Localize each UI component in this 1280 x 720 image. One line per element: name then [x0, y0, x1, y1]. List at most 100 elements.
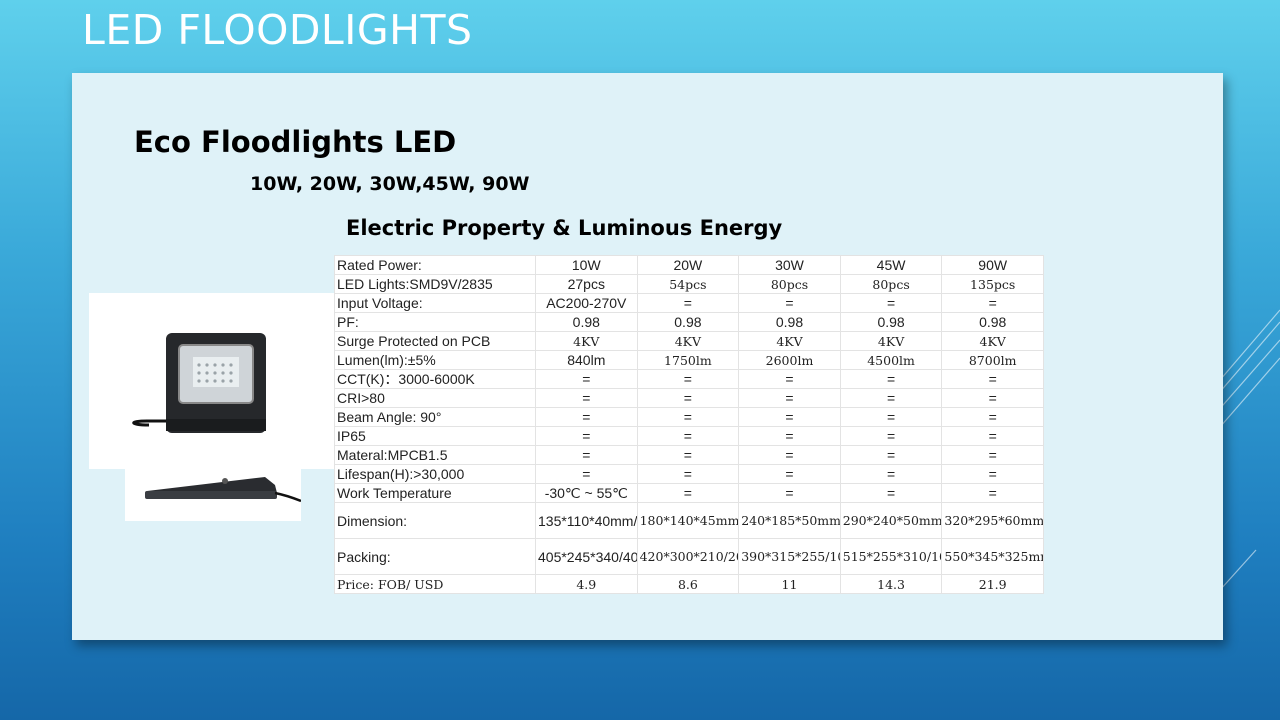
table-row: Packing:405*245*340/40pcs420*300*210/20p… [334, 538, 1044, 575]
table-cell: = [941, 445, 1044, 465]
table-row: Input Voltage: AC200-270V = = = = [334, 293, 1044, 313]
table-cell: 20W [636, 255, 740, 275]
row-label: Packing: [334, 538, 536, 575]
table-cell: = [535, 407, 638, 427]
table-cell: = [839, 483, 943, 503]
table-cell: 45W [839, 255, 943, 275]
table-cell: 0.98 [636, 312, 740, 332]
table-cell: 11 [738, 574, 841, 594]
table-cell: 4KV [839, 331, 943, 351]
table-row: IP65 = = = = = [334, 426, 1044, 446]
content-card: Eco Floodlights LED 10W, 20W, 30W,45W, 9… [72, 73, 1223, 640]
table-cell: 80pcs [738, 274, 841, 294]
table-cell: = [636, 369, 740, 389]
table-cell: = [738, 445, 841, 465]
table-cell: 240*185*50mm/0.95kg [738, 502, 841, 539]
table-cell: AC200-270V [535, 293, 638, 313]
row-label: Rated Power: [334, 255, 536, 275]
specs-table: Rated Power: 10W 20W 30W 45W 90W LED Lights:SM… [334, 255, 1044, 594]
table-cell: 27pcs [535, 274, 638, 294]
table-cell: 54pcs [636, 274, 740, 294]
table-cell: 4KV [941, 331, 1044, 351]
slide-title: LED FLOODLIGHTS [82, 6, 473, 54]
row-label: Surge Protected on PCB [334, 331, 536, 351]
table-row: Rated Power: 10W 20W 30W 45W 90W [334, 255, 1044, 275]
table-cell: = [535, 464, 638, 484]
table-cell: 14.3 [839, 574, 943, 594]
table-cell: 8700lm [941, 350, 1044, 370]
table-row: Surge Protected on PCB 4KV 4KV 4KV 4KV 4KV [334, 331, 1044, 351]
table-cell: = [636, 426, 740, 446]
floodlight-front-photo [89, 293, 337, 469]
table-cell: = [839, 426, 943, 446]
table-row: Beam Angle: 90° = = = = = [334, 407, 1044, 427]
row-label: Lifespan(H):>30,000 [334, 464, 536, 484]
table-row: CCT(K)：3000-6000K = = = = = [334, 369, 1044, 389]
table-row: Price: FOB/ USD 4.9 8.6 11 14.3 21.9 [334, 574, 1044, 594]
table-cell: 8.6 [636, 574, 740, 594]
table-cell: = [839, 388, 943, 408]
table-cell: 550*345*325mm/8pcs [941, 538, 1044, 575]
table-cell: = [636, 445, 740, 465]
row-label: Lumen(lm):±5% [334, 350, 536, 370]
table-cell: = [839, 293, 943, 313]
table-row: Dimension:135*110*40mm/0.37kg180*140*45m… [334, 502, 1044, 539]
table-cell: 515*255*310/10pcs [839, 538, 943, 575]
table-cell: 0.98 [738, 312, 841, 332]
table-row: Work Temperature -30℃ ~ 55℃ = = = = [334, 483, 1044, 503]
floodlight-side-photo [125, 469, 302, 521]
row-label: Materal:MPCB1.5 [334, 445, 536, 465]
table-cell: = [738, 388, 841, 408]
product-name: Eco Floodlights LED [134, 125, 457, 159]
table-cell: = [839, 445, 943, 465]
table-cell: = [535, 369, 638, 389]
row-label: LED Lights:SMD9V/2835 [334, 274, 536, 294]
table-cell: 4KV [636, 331, 740, 351]
section-heading: Electric Property & Luminous Energy [346, 216, 783, 240]
row-label: IP65 [334, 426, 536, 446]
table-cell: 320*295*60mm/2.3kgs [941, 502, 1044, 539]
table-cell: 1750lm [636, 350, 740, 370]
table-cell: = [738, 407, 841, 427]
table-cell: 840lm [535, 350, 638, 370]
table-row: Lifespan(H):>30,000 = = = = = [334, 464, 1044, 484]
table-cell: 0.98 [839, 312, 943, 332]
table-cell: = [941, 293, 1044, 313]
table-cell: 2600lm [738, 350, 841, 370]
table-row: CRI>80 = = = = = [334, 388, 1044, 408]
table-row: PF: 0.98 0.98 0.98 0.98 0.98 [334, 312, 1044, 332]
table-cell: 135*110*40mm/0.37kg [535, 502, 638, 539]
table-cell: = [636, 407, 740, 427]
table-cell: 21.9 [941, 574, 1044, 594]
table-cell: = [839, 407, 943, 427]
table-cell: = [535, 445, 638, 465]
row-label: Dimension: [334, 502, 536, 539]
table-cell: 4KV [738, 331, 841, 351]
row-label: CRI>80 [334, 388, 536, 408]
table-cell: 290*240*50mm/1.3kgs [839, 502, 943, 539]
row-label: Price: FOB/ USD [334, 574, 536, 594]
table-row: Materal:MPCB1.5 = = = = = [334, 445, 1044, 465]
table-cell: 0.98 [941, 312, 1044, 332]
table-cell: 10W [535, 255, 638, 275]
table-cell: 4KV [535, 331, 638, 351]
table-cell: = [535, 388, 638, 408]
row-label: Work Temperature [334, 483, 536, 503]
table-cell: 4500lm [839, 350, 943, 370]
table-cell: 4.9 [535, 574, 638, 594]
table-row: LED Lights:SMD9V/2835 27pcs 54pcs 80pcs 80pc… [334, 274, 1044, 294]
table-cell: = [535, 426, 638, 446]
table-cell: 390*315*255/10pcs [738, 538, 841, 575]
table-cell: = [839, 369, 943, 389]
table-row: Lumen(lm):±5% 840lm 1750lm 2600lm 4500lm 8700… [334, 350, 1044, 370]
table-cell: = [636, 464, 740, 484]
table-cell: = [941, 407, 1044, 427]
table-cell: -30℃ ~ 55℃ [535, 483, 638, 503]
table-cell: = [636, 293, 740, 313]
table-cell: = [941, 388, 1044, 408]
table-cell: 405*245*340/40pcs [535, 538, 638, 575]
table-cell: = [738, 369, 841, 389]
table-cell: 135pcs [941, 274, 1044, 294]
row-label: Beam Angle: 90° [334, 407, 536, 427]
row-label: CCT(K)：3000-6000K [334, 369, 536, 389]
